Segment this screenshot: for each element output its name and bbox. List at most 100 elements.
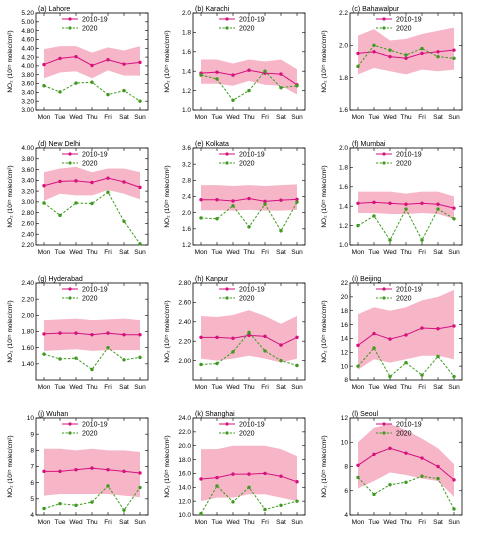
data-point: [263, 349, 267, 353]
data-point: [247, 485, 251, 489]
y-tick-label: 4.40: [21, 45, 34, 52]
y-tick-label: 2.40: [21, 231, 34, 238]
data-point: [372, 346, 376, 350]
data-point: [388, 374, 392, 379]
y-tick-label: 6: [30, 480, 34, 487]
data-point: [231, 73, 235, 77]
y-tick-label: 4: [344, 512, 348, 519]
data-point: [199, 511, 203, 516]
data-point: [263, 69, 267, 73]
data-point: [420, 46, 424, 51]
x-tick-label: Wed: [69, 249, 83, 256]
panel-title: (l) Seoul: [352, 411, 379, 418]
legend-marker: [68, 296, 72, 300]
y-tick-label: 1.4: [182, 68, 191, 75]
data-point: [90, 80, 94, 84]
y-tick-label: 3.80: [21, 156, 34, 163]
data-point: [74, 201, 78, 205]
panel-title: (i) Beijing: [352, 276, 381, 283]
data-point: [215, 484, 219, 488]
data-point: [295, 200, 299, 204]
data-point: [106, 190, 110, 194]
x-tick-label: Fri: [418, 384, 426, 391]
y-tick-label: 2.4: [182, 194, 191, 201]
legend-marker: [68, 431, 72, 435]
legend-label: 2010-19: [396, 16, 422, 23]
y-tick-label: 8: [344, 377, 348, 384]
y-tick-label: 4.20: [21, 54, 34, 61]
data-point: [295, 335, 299, 340]
y-tick-label: 20: [341, 294, 349, 301]
x-tick-label: Sun: [134, 519, 146, 526]
data-point: [404, 333, 408, 337]
x-tick-label: Sat: [433, 249, 443, 256]
panel-12: 4 6 8 10 12 Mon Tue Wed Thu Fri Sat Sun NO₂ (10¹⁵ mo…: [321, 411, 463, 526]
y-tick-label: 9: [30, 431, 34, 438]
panel-5: 1.2 1.6 2.0 2.4 2.8 3.2 3.6 Mon Tue Wed Thu Fri Sat S…: [164, 141, 306, 256]
y-tick-label: 10.0: [178, 512, 191, 519]
x-tick-label: Sun: [134, 114, 146, 121]
data-point: [420, 238, 424, 242]
x-tick-label: Tue: [212, 249, 223, 256]
y-tick-label: 4.60: [21, 37, 34, 44]
legend-label: 2020: [396, 430, 412, 437]
y-tick-label: 16: [341, 322, 349, 329]
y-tick-label: 2.60: [21, 221, 34, 228]
data-point: [138, 355, 142, 360]
x-tick-label: Mon: [195, 384, 208, 391]
y-tick-label: 1.60: [21, 345, 34, 352]
x-tick-label: Thu: [86, 519, 98, 526]
data-point: [247, 225, 251, 229]
y-tick-label: 1.6: [182, 226, 191, 233]
data-point: [263, 471, 267, 476]
legend-label: 2010-19: [82, 151, 108, 158]
x-tick-label: Thu: [243, 519, 255, 526]
x-tick-label: Tue: [212, 384, 223, 391]
x-tick-label: Wed: [226, 249, 240, 256]
data-point: [247, 88, 251, 93]
y-tick-label: 2.40: [178, 319, 191, 326]
data-point: [74, 503, 78, 507]
x-tick-label: Tue: [55, 114, 66, 121]
variability-band: [44, 448, 140, 498]
data-point: [452, 56, 456, 60]
x-tick-label: Mon: [352, 114, 365, 121]
legend-marker: [68, 26, 72, 30]
data-point: [420, 373, 424, 377]
y-tick-label: 12: [341, 349, 349, 356]
data-point: [279, 503, 283, 507]
data-point: [420, 326, 424, 330]
legend-marker: [225, 161, 229, 165]
y-tick-label: 22: [341, 280, 349, 287]
y-tick-label: 4.00: [21, 63, 34, 70]
series-line-2020: [43, 191, 141, 245]
y-tick-label: 1.8: [339, 75, 348, 82]
data-point: [42, 184, 46, 188]
data-point: [231, 199, 235, 203]
y-tick-label: 24.0: [178, 415, 191, 422]
x-tick-label: Thu: [400, 249, 412, 256]
y-axis-label: NO₂ (10¹⁵ molec/cm²): [164, 435, 171, 497]
data-point: [388, 201, 392, 205]
x-tick-label: Mon: [195, 114, 208, 121]
data-point: [42, 62, 46, 67]
data-point: [295, 499, 299, 503]
data-point: [199, 198, 203, 202]
legend-label: 2010-19: [82, 421, 108, 428]
x-tick-label: Thu: [86, 114, 98, 121]
data-point: [436, 202, 440, 206]
panel-title: (c) Bahawalpur: [352, 6, 400, 13]
data-point: [58, 90, 62, 94]
x-tick-label: Tue: [212, 114, 223, 121]
y-axis-label: NO₂ (10¹⁵ molec/cm²): [7, 165, 14, 227]
x-tick-label: Sun: [291, 519, 303, 526]
x-tick-label: Wed: [226, 384, 240, 391]
x-tick-label: Mon: [352, 519, 365, 526]
legend-label: 2020: [239, 295, 255, 302]
data-point: [452, 507, 456, 511]
x-tick-label: Sat: [276, 519, 286, 526]
data-point: [295, 84, 299, 88]
data-point: [90, 63, 94, 68]
legend-marker: [225, 422, 229, 426]
legend-marker: [382, 152, 386, 156]
